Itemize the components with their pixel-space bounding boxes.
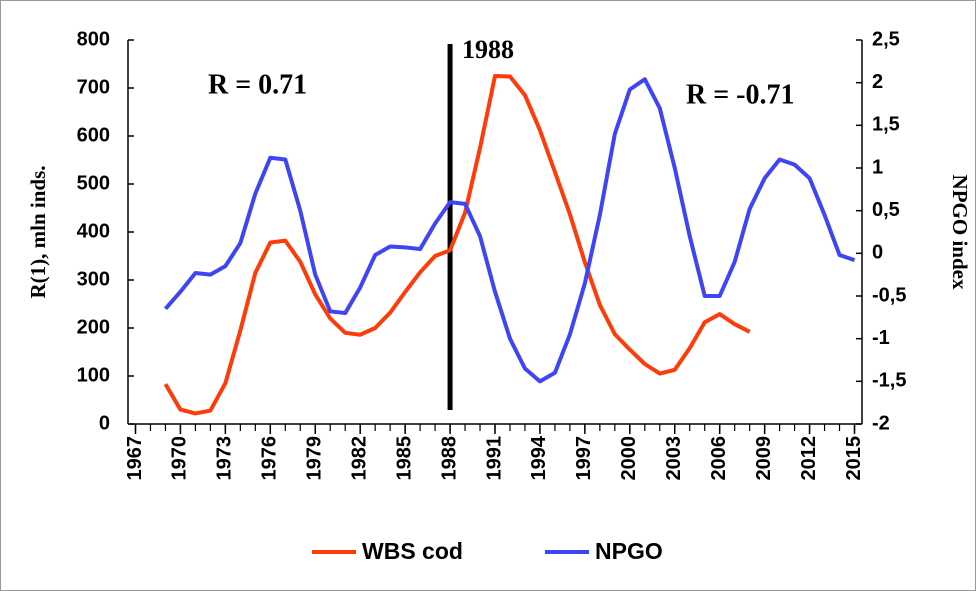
y2-tick-label: 0,5 bbox=[872, 199, 900, 221]
y2-tick-label: 2 bbox=[872, 71, 883, 93]
y2-tick-label: 1,5 bbox=[872, 114, 900, 136]
y-tick-label: 300 bbox=[77, 268, 110, 290]
y2-tick-label: 1 bbox=[872, 156, 883, 178]
y-tick-label: 200 bbox=[77, 316, 110, 338]
x-tick-label: 1967 bbox=[124, 436, 146, 481]
y-axis-title: R(1), mln inds. bbox=[26, 165, 50, 298]
y2-tick-label: 2,5 bbox=[872, 28, 900, 50]
event-label: 1988 bbox=[462, 35, 514, 64]
x-tick-label: 1988 bbox=[438, 436, 460, 481]
y-tick-label: 800 bbox=[77, 28, 110, 50]
y-tick-label: 400 bbox=[77, 220, 110, 242]
x-tick-label: 1979 bbox=[304, 436, 326, 481]
series-line bbox=[163, 77, 856, 384]
y-tick-label: 100 bbox=[77, 364, 110, 386]
y2-axis-title: NPGO index bbox=[948, 175, 972, 290]
x-tick-label: 1991 bbox=[483, 436, 505, 481]
y2-tick-label: -0,5 bbox=[872, 284, 906, 306]
legend-label: WBS cod bbox=[362, 538, 463, 564]
y-tick-label: 700 bbox=[77, 76, 110, 98]
x-tick-label: 1982 bbox=[348, 436, 370, 481]
annotation: R = 0.71 bbox=[208, 69, 307, 100]
x-tick-label: 2000 bbox=[618, 436, 640, 481]
x-tick-label: 2006 bbox=[708, 436, 730, 481]
x-tick-label: 2009 bbox=[753, 436, 775, 481]
x-tick-label: 1973 bbox=[214, 436, 236, 481]
x-tick-label: 1997 bbox=[573, 436, 595, 481]
y2-tick-label: -1 bbox=[872, 327, 890, 349]
series-line bbox=[163, 74, 751, 416]
y2-tick-label: -1,5 bbox=[872, 370, 906, 392]
x-tick-label: 2015 bbox=[843, 436, 865, 481]
x-tick-label: 1970 bbox=[169, 436, 191, 481]
y2-tick-label: 0 bbox=[872, 242, 883, 264]
x-tick-label: 2012 bbox=[798, 436, 820, 481]
y2-tick-label: -2 bbox=[872, 412, 890, 434]
y-tick-label: 600 bbox=[77, 124, 110, 146]
x-tick-label: 1985 bbox=[393, 436, 415, 481]
x-tick-label: 1994 bbox=[528, 435, 550, 480]
x-tick-label: 2003 bbox=[663, 436, 685, 481]
x-tick-label: 1976 bbox=[259, 436, 281, 481]
y-tick-label: 0 bbox=[99, 412, 110, 434]
legend-label: NPGO bbox=[595, 538, 663, 564]
annotation: R = -0.71 bbox=[686, 79, 795, 110]
y-tick-label: 500 bbox=[77, 172, 110, 194]
